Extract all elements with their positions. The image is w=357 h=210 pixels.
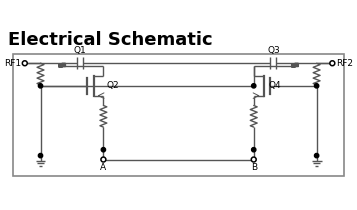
Circle shape: [38, 154, 43, 158]
Text: RF2: RF2: [336, 59, 353, 68]
Circle shape: [251, 157, 256, 162]
Text: Q3: Q3: [267, 46, 280, 55]
Text: B: B: [251, 163, 257, 172]
Circle shape: [252, 148, 256, 152]
Text: Q4: Q4: [268, 81, 281, 90]
Text: Electrical Schematic: Electrical Schematic: [8, 31, 213, 49]
Circle shape: [101, 157, 106, 162]
FancyBboxPatch shape: [13, 54, 344, 176]
Circle shape: [101, 148, 106, 152]
Circle shape: [315, 154, 319, 158]
Text: RF1: RF1: [4, 59, 21, 68]
Text: Q2: Q2: [106, 81, 119, 90]
Circle shape: [22, 61, 27, 66]
Circle shape: [252, 84, 256, 88]
Text: A: A: [100, 163, 106, 172]
Circle shape: [315, 84, 319, 88]
Circle shape: [38, 84, 43, 88]
Circle shape: [330, 61, 335, 66]
Text: Q1: Q1: [74, 46, 86, 55]
